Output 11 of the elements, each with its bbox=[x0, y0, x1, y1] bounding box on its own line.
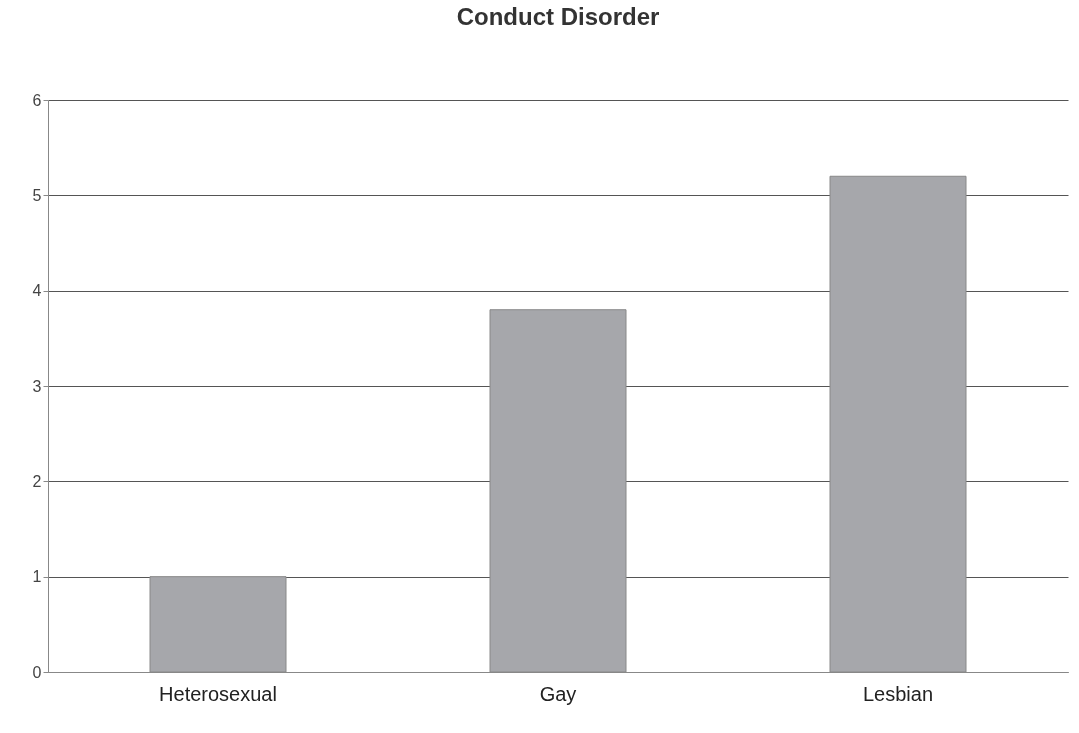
chart-title: Conduct Disorder bbox=[456, 3, 660, 30]
x-tick-label: Gay bbox=[539, 682, 577, 705]
x-tick-label: Lesbian bbox=[862, 682, 934, 705]
y-tick-label: 4 bbox=[32, 282, 42, 300]
y-tick-label: 5 bbox=[32, 186, 42, 204]
y-tick-label: 2 bbox=[32, 472, 42, 490]
y-tick-label: 0 bbox=[32, 663, 42, 681]
y-tick-label: 3 bbox=[32, 377, 42, 395]
y-tick-label: 1 bbox=[32, 568, 42, 586]
x-tick-label: Heterosexual bbox=[159, 682, 277, 705]
y-tick-label: 6 bbox=[32, 91, 42, 109]
